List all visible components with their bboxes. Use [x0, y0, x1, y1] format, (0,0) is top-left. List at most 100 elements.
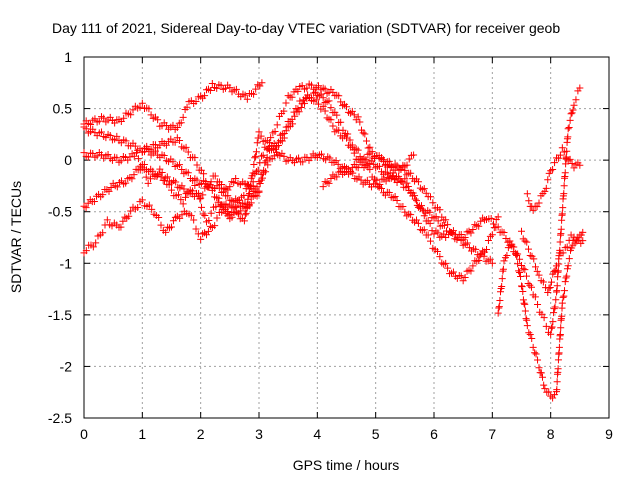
data-point: [525, 245, 532, 253]
data-point: [403, 161, 411, 169]
data-point: [473, 222, 481, 230]
data-point: [541, 187, 549, 195]
data-point: [138, 196, 146, 204]
data-point: [315, 82, 322, 90]
data-point: [182, 193, 189, 201]
x-tick-labels: 0 1 2 3 4 5 6 7 8 9: [80, 426, 613, 442]
data-point: [258, 152, 265, 160]
data-point: [484, 236, 492, 244]
x-tick-label: 7: [488, 426, 496, 442]
data-point: [157, 173, 165, 181]
data-point: [521, 300, 529, 308]
data-point: [318, 150, 325, 158]
data-point: [282, 99, 290, 107]
data-point: [329, 122, 337, 130]
data-point: [218, 180, 225, 188]
data-point: [251, 187, 259, 195]
data-point: [105, 187, 113, 195]
data-point: [89, 149, 97, 157]
data-point: [217, 201, 225, 209]
x-tick-label: 6: [430, 426, 438, 442]
data-point: [252, 85, 260, 93]
data-point: [570, 101, 578, 109]
data-point: [553, 386, 561, 394]
data-point: [442, 216, 450, 224]
data-point: [107, 183, 115, 191]
data-point: [157, 221, 165, 229]
data-point: [125, 212, 133, 220]
data-point: [207, 209, 215, 217]
data-point: [436, 206, 444, 214]
data-point: [521, 237, 529, 245]
data-point: [155, 213, 163, 221]
data-point: [526, 251, 534, 259]
data-point: [193, 176, 201, 184]
data-point: [259, 174, 266, 182]
data-point: [217, 81, 225, 89]
data-point: [127, 111, 135, 119]
data-point: [280, 134, 288, 142]
data-point: [193, 161, 201, 169]
data-point: [228, 178, 236, 186]
data-point: [262, 168, 270, 176]
data-point: [496, 297, 504, 305]
data-point: [558, 299, 566, 307]
data-point: [84, 199, 92, 207]
data-point: [387, 164, 395, 172]
data-point: [363, 137, 370, 145]
data-point: [393, 178, 401, 186]
data-point: [403, 171, 411, 179]
data-point: [515, 267, 523, 275]
data-point: [273, 148, 280, 156]
data-point: [498, 275, 506, 283]
data-point: [440, 260, 448, 268]
data-point: [532, 263, 539, 271]
data-point: [122, 137, 130, 145]
data-point: [553, 378, 561, 386]
data-point: [199, 210, 207, 218]
data-point: [337, 118, 345, 126]
data-point: [432, 227, 440, 235]
data-point: [548, 278, 555, 286]
data-point: [523, 322, 531, 330]
data-point: [475, 222, 483, 230]
data-point: [535, 271, 543, 279]
data-point: [567, 231, 575, 239]
data-point: [384, 173, 392, 181]
data-point: [341, 168, 349, 176]
data-point: [179, 200, 187, 208]
data-point: [518, 282, 525, 290]
data-point: [560, 148, 568, 156]
data-point: [521, 307, 529, 315]
data-point: [442, 259, 450, 267]
data-point: [526, 330, 534, 338]
data-point: [426, 208, 434, 216]
data-point: [363, 176, 371, 184]
data-point: [510, 243, 518, 251]
data-point: [528, 283, 535, 291]
data-point: [579, 237, 587, 245]
data-point: [383, 170, 391, 178]
data-point: [346, 136, 354, 144]
data-point: [393, 197, 401, 205]
data-point: [307, 154, 315, 162]
data-point: [242, 185, 250, 193]
data-point: [545, 388, 553, 396]
data-point: [278, 130, 286, 138]
data-point: [273, 121, 281, 129]
data-point: [252, 152, 260, 160]
data-point: [172, 178, 180, 186]
data-point: [290, 159, 298, 167]
data-point: [179, 113, 187, 121]
data-point: [564, 133, 572, 141]
data-point: [134, 204, 142, 212]
data-point: [440, 221, 448, 229]
data-point: [560, 190, 568, 198]
data-point: [253, 192, 261, 200]
data-point: [535, 364, 543, 372]
data-point: [448, 269, 455, 277]
data-point: [99, 191, 107, 199]
data-point: [274, 142, 282, 150]
data-point: [327, 116, 335, 124]
data-point: [521, 266, 529, 274]
